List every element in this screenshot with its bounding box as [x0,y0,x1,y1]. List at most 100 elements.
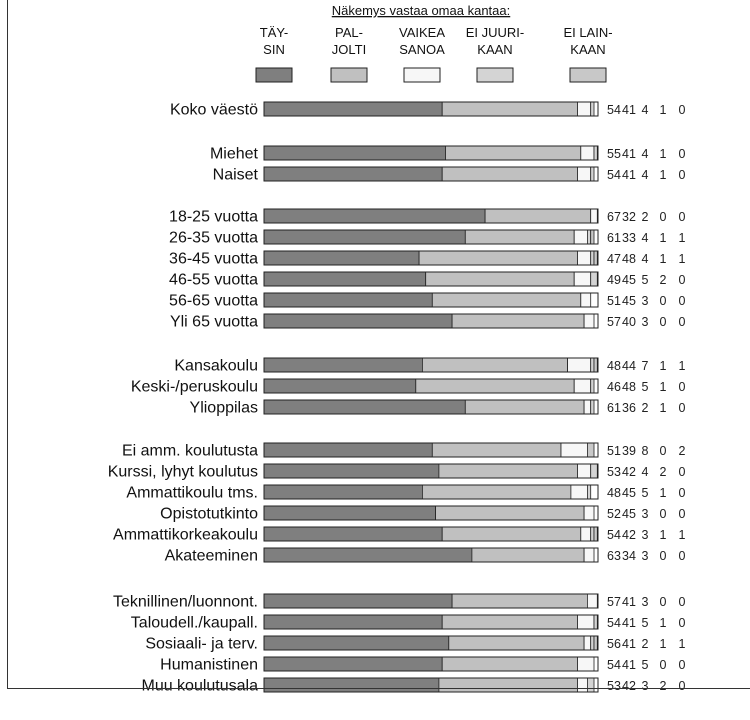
legend-title: Näkemys vastaa omaa kantaa: [332,3,510,18]
bar-segment [590,526,595,542]
value-label: 1 [679,359,686,373]
bar-frame [263,463,599,479]
bar-segment [263,357,423,373]
value-label: 1 [660,252,667,266]
bar-segment [577,463,592,479]
value-label: 0 [660,315,667,329]
legend-label: VAIKEA SANOA [399,25,445,57]
bar-row: Akateeminen 63 34 3 0 0 [165,547,686,565]
value-label: 49 [607,273,621,287]
bar-segment [435,505,585,521]
bar-segment [263,677,440,693]
value-label: 39 [622,444,636,458]
bar-row: 56-65 vuotta 51 45 3 0 0 [169,292,686,310]
value-label: 41 [622,658,636,672]
value-label: 0 [679,616,686,630]
value-label: 51 [607,444,621,458]
bar-frame [263,593,599,609]
row-label: Opistotutkinto [160,506,258,523]
value-label: 63 [607,549,621,563]
value-label: 0 [679,595,686,609]
legend: TÄY-SIN PAL-JOLTI VAIKEA SANOA EI JUURI-KAAN… [255,25,613,83]
bar-frame [263,292,599,308]
row-label: 46-55 vuotta [169,272,258,289]
bar-segment [263,526,443,542]
value-label: 3 [642,549,649,563]
bar-segment [263,635,450,651]
bar-segment [415,378,575,394]
value-label: 0 [660,294,667,308]
bar-segment [593,526,598,542]
value-label: 4 [642,465,649,479]
legend-swatch [330,67,368,83]
value-label: 0 [679,401,686,415]
bar-frame [263,505,599,521]
row-label: Ammattikorkeakoulu [113,527,258,544]
bar-segment [464,229,575,245]
value-label: 45 [622,507,636,521]
bar-segment [464,399,585,415]
bar-segment [441,101,578,117]
value-label: 1 [660,168,667,182]
bar-segment [263,614,443,630]
row-label: Koko väestö [170,102,258,119]
bar-segment [587,484,592,500]
row-label: Kansakoulu [174,358,258,375]
value-label: 57 [607,315,621,329]
bar-segment [263,399,466,415]
bar-segment [567,357,592,373]
value-label: 1 [679,528,686,542]
row-label: Kurssi, lyhyt koulutus [108,464,258,481]
value-label: 0 [679,168,686,182]
bar-segment [577,677,588,693]
value-label: 53 [607,679,621,693]
bar-segment [580,145,595,161]
bar-segment [577,250,592,266]
bar-row: Ylioppilas 61 36 2 1 0 [190,399,686,417]
frame-bottom-border [7,688,750,689]
value-label: 2 [660,679,667,693]
bar-segment [418,250,578,266]
bar-segment [583,547,595,563]
value-label: 5 [642,658,649,672]
row-label: 36-45 vuotta [169,251,258,268]
value-label: 45 [622,273,636,287]
value-label: 0 [660,507,667,521]
bar-segment [590,357,595,373]
value-label: 0 [679,315,686,329]
bar-frame [263,614,599,630]
value-label: 34 [622,549,636,563]
row-label: Humanistinen [160,657,258,674]
row-label: Sosiaali- ja terv. [145,636,258,653]
bar-row: 46-55 vuotta 49 45 5 2 0 [169,271,686,289]
value-label: 0 [679,294,686,308]
value-label: 3 [642,315,649,329]
value-label: 41 [622,168,636,182]
bar-segment [573,229,588,245]
bar-segment [484,208,592,224]
value-label: 54 [607,658,621,672]
bar-frame [263,271,599,287]
value-label: 32 [622,210,636,224]
value-label: 41 [622,637,636,651]
bar-segment [441,526,582,542]
value-label: 0 [679,380,686,394]
value-label: 0 [660,658,667,672]
row-label: 56-65 vuotta [169,293,258,310]
bar-row: 18-25 vuotta 67 32 2 0 0 [169,208,686,226]
bar-segment [263,166,443,182]
value-label: 0 [679,486,686,500]
bar-segment [573,378,592,394]
bar-segment [560,442,588,458]
bar-row: Humanistinen 54 41 5 0 0 [160,656,686,674]
value-label: 41 [622,595,636,609]
value-label: 41 [622,103,636,117]
value-label: 0 [679,679,686,693]
bar-row: Naiset 54 41 4 1 0 [213,166,686,184]
bar-segment [421,484,572,500]
row-label: Ei amm. koulutusta [122,443,258,460]
bar-row: 36-45 vuotta 47 48 4 1 1 [169,250,686,268]
bar-segment [438,463,578,479]
value-label: 4 [642,168,649,182]
legend-swatch [476,67,514,83]
